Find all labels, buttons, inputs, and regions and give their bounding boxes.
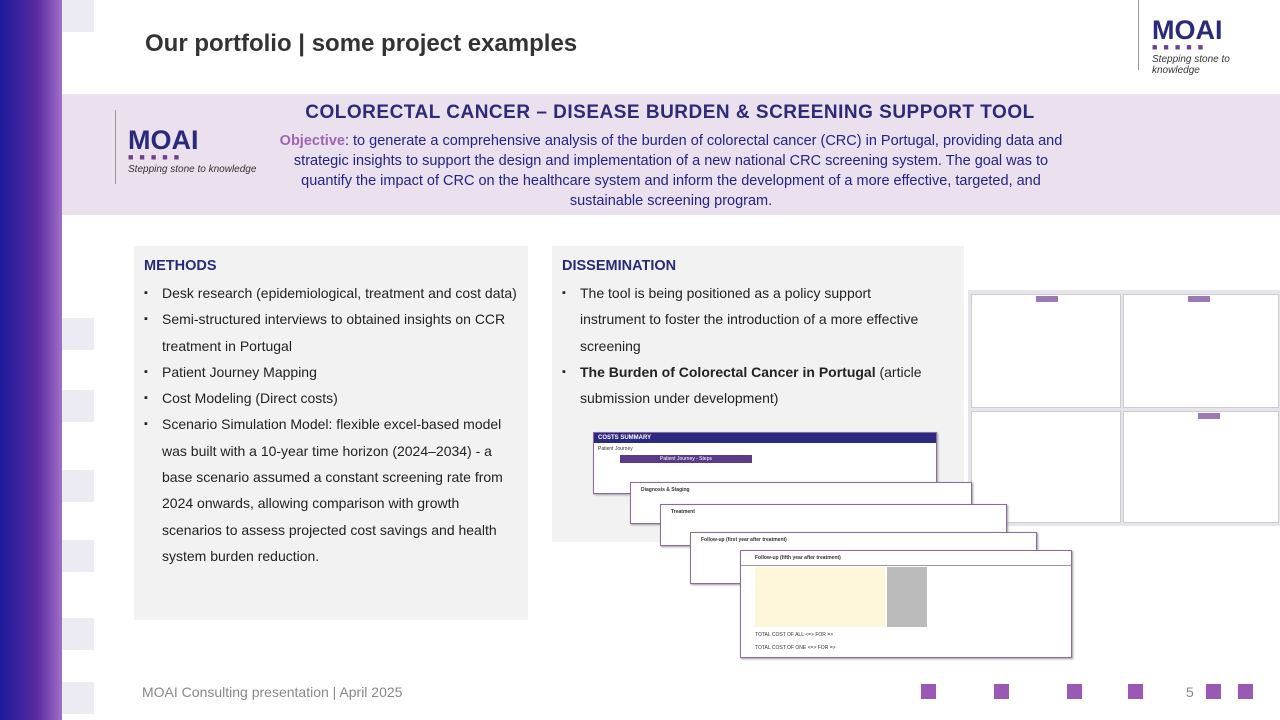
method-item: Desk research (epidemiological, treatmen… bbox=[134, 280, 518, 307]
dissemination-item: The Burden of Colorectal Cancer in Portu… bbox=[552, 359, 922, 412]
sheet-row: Diagnosis & Staging bbox=[641, 487, 690, 493]
spreadsheet: Follow-up (fifth year after treatment) T… bbox=[740, 550, 1072, 658]
decor-square bbox=[62, 540, 94, 572]
dissemination-text: The tool is being positioned as a policy… bbox=[580, 285, 919, 354]
sheet-subtitle: Patient Journey bbox=[598, 446, 633, 452]
decor-square bbox=[62, 470, 94, 502]
dissemination-heading: DISSEMINATION bbox=[562, 258, 677, 274]
methods-box: METHODS Desk research (epidemiological, … bbox=[134, 246, 528, 620]
decor-square bbox=[62, 390, 94, 422]
banner: MOAI ■■■■■ Stepping stone to knowledge C… bbox=[62, 94, 1280, 215]
decor-square bbox=[1206, 684, 1221, 699]
method-item: Scenario Simulation Model: flexible exce… bbox=[134, 411, 518, 569]
panel-tag bbox=[1198, 413, 1220, 419]
sheet-row: Follow-up (first year after treatment) bbox=[701, 537, 787, 543]
decor-square bbox=[921, 684, 936, 699]
sheet-total: TOTAL COST OF ALL <=> FOR => bbox=[755, 632, 834, 638]
decor-square bbox=[62, 0, 94, 32]
sheet-row: Treatment bbox=[671, 509, 695, 515]
decor-square bbox=[1238, 684, 1253, 699]
logo: MOAI ■■■■■ Stepping stone to knowledge bbox=[1152, 16, 1280, 76]
sheet-title: COSTS SUMMARY bbox=[594, 433, 936, 443]
objective-label: Objective bbox=[279, 133, 345, 149]
logo-tagline: Stepping stone to knowledge bbox=[128, 164, 257, 175]
methods-list: Desk research (epidemiological, treatmen… bbox=[134, 280, 518, 569]
logo-dots: ■■■■■ bbox=[128, 152, 186, 162]
logo: MOAI ■■■■■ Stepping stone to knowledge bbox=[128, 126, 256, 175]
decor-square bbox=[1067, 684, 1082, 699]
side-bar bbox=[0, 0, 62, 720]
journey-images bbox=[968, 290, 1280, 526]
decor-square bbox=[62, 682, 94, 714]
method-item: Patient Journey Mapping bbox=[134, 359, 518, 386]
logo-dots: ■■■■■ bbox=[1152, 42, 1210, 52]
panel-tag bbox=[1188, 296, 1210, 302]
logo-tagline: Stepping stone to knowledge bbox=[1152, 54, 1230, 76]
banner-objective: Objective: to generate a comprehensive a… bbox=[267, 131, 1075, 211]
image-panel bbox=[971, 294, 1121, 408]
sheet-total: TOTAL COST OF ONE <=> FOR => bbox=[755, 645, 836, 651]
logo-name: MOAI bbox=[128, 125, 199, 155]
image-panel bbox=[1123, 411, 1279, 523]
panel-tag bbox=[1036, 296, 1058, 302]
logo-divider bbox=[1138, 0, 1139, 70]
decor-square bbox=[62, 618, 94, 650]
page-number: 5 bbox=[1186, 684, 1194, 700]
method-item: Cost Modeling (Direct costs) bbox=[134, 385, 518, 412]
logo-divider bbox=[115, 110, 116, 184]
dissemination-text: (article submission under development) bbox=[580, 363, 922, 407]
sheet-cells bbox=[887, 567, 927, 627]
sheet-row: Follow-up (fifth year after treatment) bbox=[741, 551, 1071, 566]
sheet-cells bbox=[755, 567, 885, 627]
dissemination-bold: The Burden of Colorectal Cancer in Portu… bbox=[580, 363, 876, 380]
banner-title: COLORECTAL CANCER – DISEASE BURDEN & SCR… bbox=[305, 102, 1035, 123]
decor-square bbox=[1128, 684, 1143, 699]
objective-text: : to generate a comprehensive analysis o… bbox=[293, 133, 1063, 209]
dissemination-item: The tool is being positioned as a policy… bbox=[552, 280, 922, 359]
image-panel bbox=[1123, 294, 1279, 408]
sheet-column: Patient Journey - Steps bbox=[620, 455, 752, 463]
logo-name: MOAI bbox=[1152, 15, 1223, 45]
dissemination-list: The tool is being positioned as a policy… bbox=[552, 280, 922, 411]
methods-heading: METHODS bbox=[144, 258, 217, 274]
footer-text: MOAI Consulting presentation | April 202… bbox=[142, 684, 403, 700]
decor-square bbox=[62, 318, 94, 350]
slide-title: Our portfolio | some project examples bbox=[145, 30, 578, 57]
method-item: Semi-structured interviews to obtained i… bbox=[134, 306, 518, 359]
decor-square bbox=[994, 684, 1009, 699]
